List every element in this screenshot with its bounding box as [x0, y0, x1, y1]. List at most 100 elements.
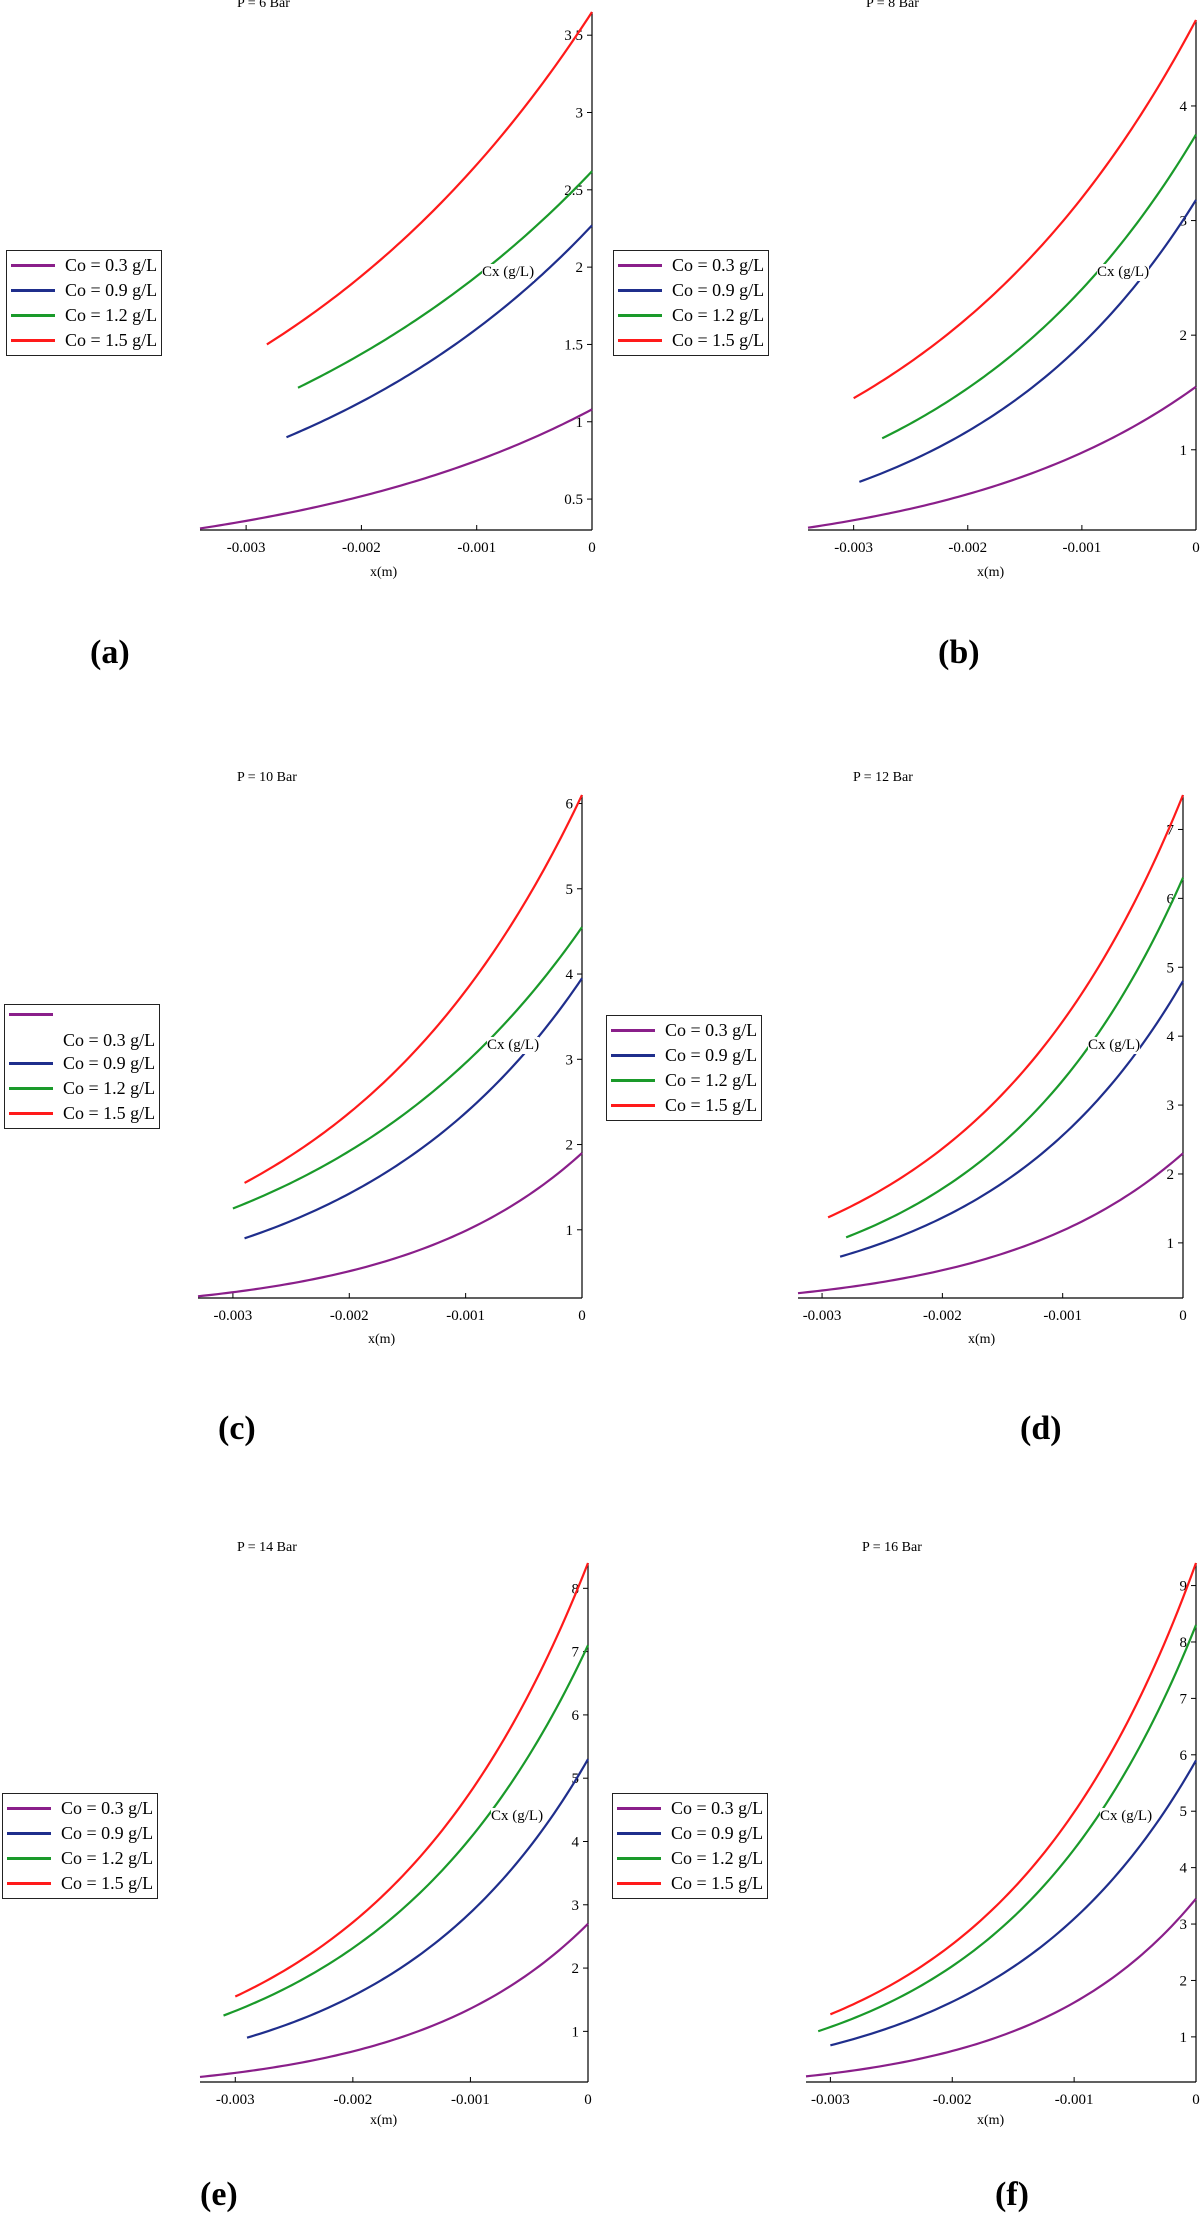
- legend-label: Co = 1.5 g/L: [672, 330, 765, 350]
- legend-entry: Co = 1.5 g/L: [611, 1093, 757, 1118]
- series-line: [199, 1922, 589, 2079]
- x-tick-label: 0: [578, 1308, 586, 1324]
- legend-swatch: [618, 264, 662, 267]
- legend-label: Co = 1.2 g/L: [61, 1848, 154, 1868]
- legend-swatch: [617, 1882, 661, 1885]
- x-tick-label: -0.001: [446, 1308, 485, 1324]
- legend-swatch: [9, 1112, 53, 1115]
- legend-swatch: [618, 339, 662, 342]
- x-tick-label: -0.001: [1063, 540, 1102, 556]
- legend-swatch: [9, 1087, 53, 1090]
- legend: Co = 0.3 g/L Co = 0.9 g/L Co = 1.2 g/L C…: [606, 1015, 763, 1121]
- series-line: [829, 1562, 1198, 2016]
- y-tick-label: 4: [572, 1834, 580, 1850]
- series-line: [232, 926, 583, 1210]
- x-axis-label: x(m): [370, 565, 398, 580]
- series-line: [297, 170, 593, 389]
- legend-label: Co = 1.5 g/L: [61, 1873, 154, 1893]
- legend-label: Co = 1.2 g/L: [65, 305, 158, 325]
- x-tick-label: -0.002: [948, 540, 987, 556]
- legend-entry: Co = 1.5 g/L: [11, 328, 157, 353]
- legend-swatch: [618, 289, 662, 292]
- legend-swatch: [9, 1062, 53, 1065]
- y-tick-label: 6: [566, 797, 574, 813]
- legend-entry: Co = 0.3 g/L: [618, 253, 764, 278]
- panel-label: (b): [938, 634, 980, 671]
- y-tick-label: 2: [576, 260, 584, 276]
- legend-entry: Co = 0.9 g/L: [11, 278, 157, 303]
- legend-swatch: [7, 1882, 51, 1885]
- legend-swatch: [7, 1807, 51, 1810]
- series-line: [830, 1759, 1197, 2047]
- series-line: [839, 980, 1184, 1258]
- y-tick-label: 1: [572, 2024, 580, 2040]
- x-axis-label: x(m): [370, 2113, 398, 2128]
- legend-label: Co = 0.3 g/L: [672, 255, 765, 275]
- panel-label: (c): [218, 1410, 256, 1447]
- y-tick-label: 2: [572, 1961, 580, 1977]
- legend-swatch: [611, 1054, 655, 1057]
- series-line: [845, 877, 1185, 1239]
- y-tick-label: 7: [1180, 1691, 1188, 1707]
- series-line: [244, 794, 583, 1184]
- panel-title: P = 12 Bar: [853, 770, 913, 785]
- y-tick-label: 7: [572, 1645, 580, 1661]
- panel-title: P = 10 Bar: [237, 770, 297, 785]
- panel-title: P = 8 Bar: [866, 0, 919, 11]
- y-axis-label: Cx (g/L): [1097, 264, 1150, 281]
- legend-label: Co = 0.3 g/L: [665, 1020, 758, 1040]
- y-tick-label: 8: [572, 1581, 580, 1597]
- y-tick-label: 1: [1180, 2030, 1188, 2046]
- y-tick-label: 9: [1180, 1579, 1188, 1595]
- y-tick-label: 3: [566, 1052, 574, 1068]
- y-tick-label: 2: [566, 1138, 574, 1154]
- y-tick-label: 3: [576, 106, 584, 122]
- legend-label: Co = 1.2 g/L: [671, 1848, 764, 1868]
- legend-swatch: [7, 1857, 51, 1860]
- legend-entry: Co = 0.3 g/L: [617, 1796, 763, 1821]
- x-tick-label: -0.003: [227, 540, 266, 556]
- x-tick-label: 0: [588, 540, 596, 556]
- series-line: [223, 1644, 589, 2017]
- x-tick-label: -0.003: [834, 540, 873, 556]
- y-axis-label: Cx (g/L): [487, 1037, 540, 1054]
- legend-entry: Co = 1.2 g/L: [617, 1846, 763, 1871]
- y-tick-label: 4: [1180, 99, 1188, 115]
- legend-entry: Co = 0.3 g/L: [611, 1018, 757, 1043]
- legend-label: Co = 1.5 g/L: [665, 1095, 758, 1115]
- panel-label: (d): [1020, 1410, 1062, 1447]
- legend-label: Co = 0.3 g/L: [63, 1029, 156, 1050]
- y-tick-label: 4: [1167, 1029, 1175, 1045]
- series-line: [199, 408, 593, 530]
- legend-swatch: [11, 314, 55, 317]
- x-axis-label: x(m): [968, 1332, 996, 1347]
- legend-swatch: [617, 1857, 661, 1860]
- y-tick-label: 1: [1180, 443, 1188, 459]
- legend-entry: Co = 1.2 g/L: [7, 1846, 153, 1871]
- series-line: [881, 134, 1197, 440]
- y-tick-label: 2: [1167, 1167, 1175, 1183]
- x-tick-label: 0: [1192, 540, 1200, 556]
- y-tick-label: 2: [1180, 1973, 1188, 1989]
- x-tick-label: -0.003: [214, 1308, 253, 1324]
- y-tick-label: 3: [1180, 1917, 1188, 1933]
- x-axis-label: x(m): [977, 565, 1005, 580]
- panel-label: (e): [200, 2176, 238, 2213]
- y-tick-label: 1: [1167, 1236, 1175, 1252]
- legend: Co = 0.3 g/L Co = 0.9 g/L Co = 1.2 g/L C…: [6, 250, 163, 356]
- legend-entry: Co = 1.2 g/L: [11, 303, 157, 328]
- legend-entry: Co = 0.9 g/L: [618, 278, 764, 303]
- y-tick-label: 7: [1167, 822, 1175, 838]
- legend-swatch: [617, 1832, 661, 1835]
- series-line: [827, 794, 1185, 1219]
- legend-label: Co = 1.5 g/L: [671, 1873, 764, 1893]
- series-line: [853, 19, 1197, 400]
- y-tick-label: 3: [572, 1898, 580, 1914]
- y-tick-label: 6: [572, 1708, 580, 1724]
- legend-label: Co = 1.2 g/L: [665, 1070, 758, 1090]
- y-tick-label: 4: [1180, 1861, 1188, 1877]
- legend-entry: Co = 1.5 g/L: [617, 1871, 763, 1896]
- legend-swatch: [7, 1832, 51, 1835]
